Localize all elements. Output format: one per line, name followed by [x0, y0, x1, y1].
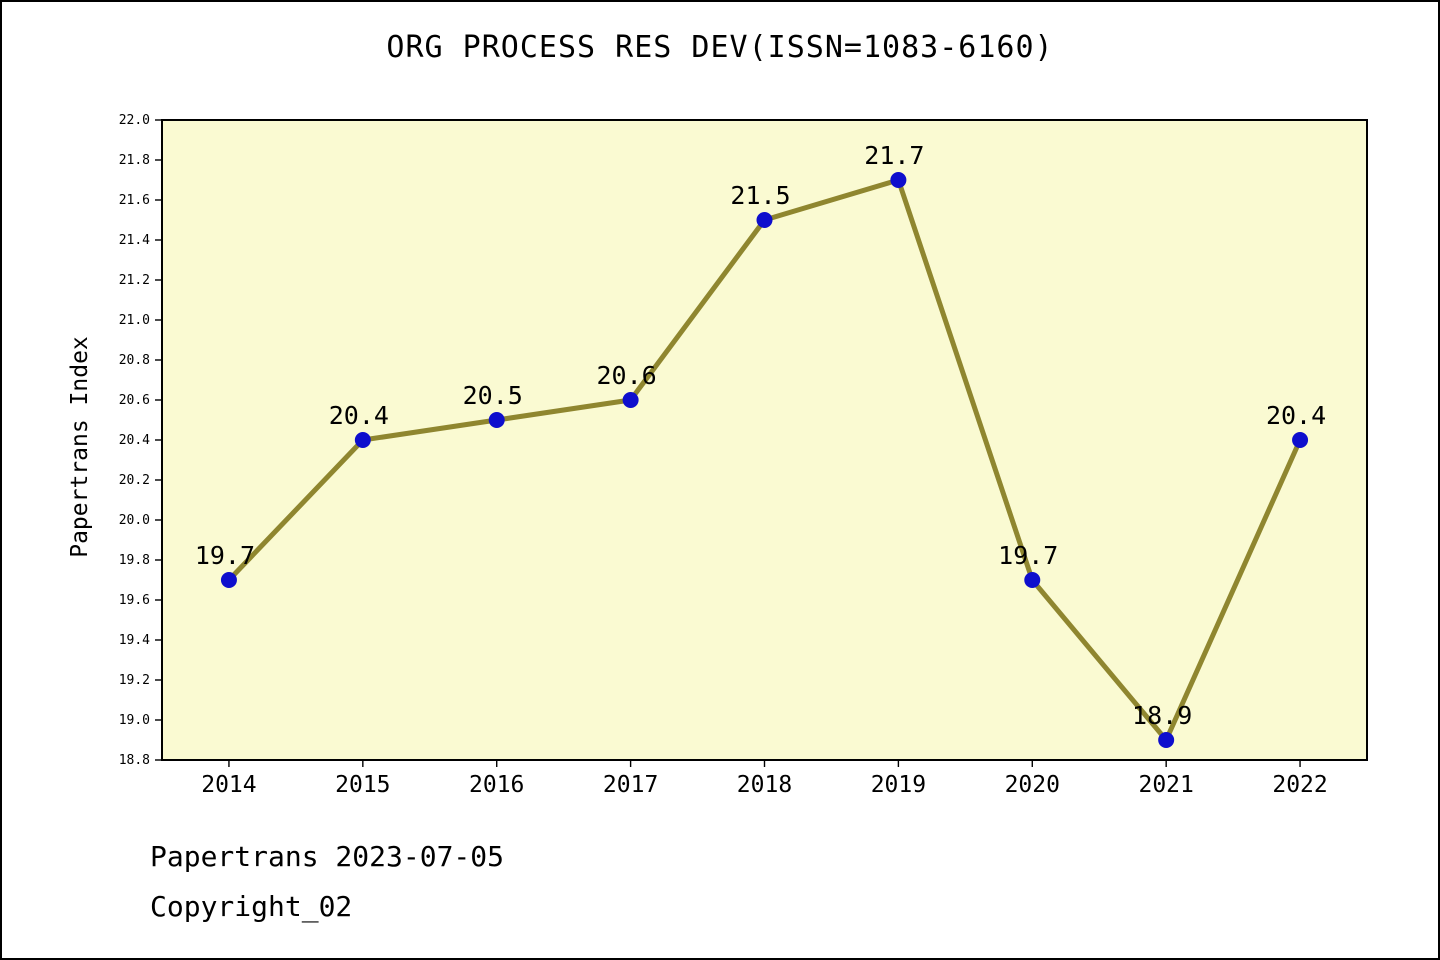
footer-copyright: Copyright_02 [150, 890, 353, 923]
x-tick-label: 2020 [1005, 772, 1060, 798]
data-point [488, 412, 505, 428]
y-tick-label: 18.8 [119, 753, 150, 768]
x-tick-label: 2014 [201, 772, 256, 798]
x-tick-label: 2017 [603, 772, 658, 798]
plot-border [161, 119, 1368, 761]
data-point [220, 572, 237, 588]
point-label: 21.7 [864, 141, 924, 170]
y-tick-label: 21.6 [119, 193, 150, 208]
y-tick-label: 22.0 [119, 113, 150, 128]
x-tick-label: 2021 [1138, 772, 1193, 798]
y-tick-label: 19.8 [119, 553, 150, 568]
point-label: 20.4 [329, 401, 389, 430]
point-label: 19.7 [195, 541, 255, 570]
y-tick-label: 19.2 [119, 673, 150, 688]
x-tick-label: 2019 [871, 772, 926, 798]
point-label: 20.5 [463, 381, 523, 410]
y-tick-label: 21.8 [119, 153, 150, 168]
point-label: 21.5 [730, 181, 790, 210]
y-tick-label: 20.0 [119, 513, 150, 528]
x-tick-label: 2018 [737, 772, 792, 798]
point-label: 20.6 [597, 361, 657, 390]
data-point [1292, 432, 1309, 448]
y-tick-label: 20.6 [119, 393, 150, 408]
point-label: 18.9 [1132, 701, 1192, 730]
x-tick-label: 2015 [335, 772, 390, 798]
y-tick-label: 21.2 [119, 273, 150, 288]
data-point [756, 212, 773, 228]
data-point [1158, 732, 1175, 748]
data-point [622, 392, 639, 408]
y-tick-label: 20.8 [119, 353, 150, 368]
point-label: 20.4 [1266, 401, 1326, 430]
x-tick-label: 2022 [1272, 772, 1327, 798]
y-tick-label: 21.0 [119, 313, 150, 328]
y-tick-label: 20.2 [119, 473, 150, 488]
y-tick-label: 19.0 [119, 713, 150, 728]
y-tick-label: 21.4 [119, 233, 150, 248]
data-point [354, 432, 371, 448]
y-tick-label: 19.4 [119, 633, 150, 648]
chart-title: ORG PROCESS RES DEV(ISSN=1083-6160) [386, 30, 1054, 65]
data-point [890, 172, 907, 188]
y-tick-label: 20.4 [119, 433, 150, 448]
point-label: 19.7 [998, 541, 1058, 570]
y-tick-label: 19.6 [119, 593, 150, 608]
footer-date: Papertrans 2023-07-05 [150, 840, 505, 873]
data-point [1024, 572, 1041, 588]
x-tick-label: 2016 [469, 772, 524, 798]
